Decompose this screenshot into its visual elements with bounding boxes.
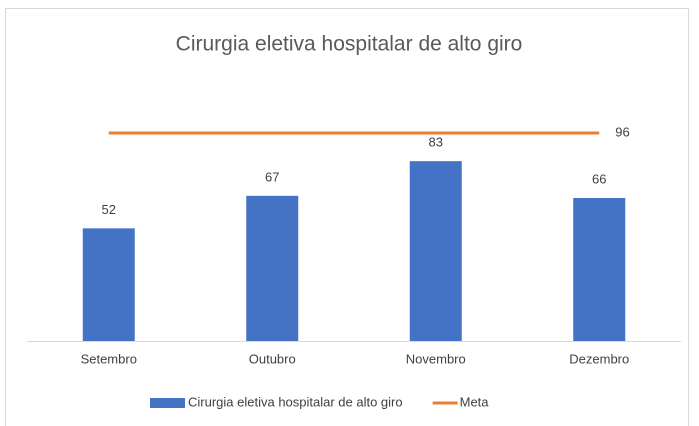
- x-tick-label: Dezembro: [569, 351, 629, 366]
- data-label: 96: [615, 124, 629, 139]
- x-tick-label: Setembro: [81, 351, 137, 366]
- bar: [409, 161, 462, 341]
- x-tick-label: Novembro: [406, 351, 466, 366]
- legend-label: Meta: [460, 394, 490, 409]
- bar: [246, 195, 299, 341]
- data-label: 66: [592, 171, 606, 186]
- data-label: 52: [102, 202, 116, 217]
- data-label: 67: [265, 169, 279, 184]
- chart-title: Cirurgia eletiva hospitalar de alto giro: [176, 33, 523, 56]
- bar: [573, 198, 626, 341]
- bar: [82, 228, 135, 341]
- x-tick-label: Outubro: [249, 351, 296, 366]
- legend-label: Cirurgia eletiva hospitalar de alto giro: [188, 394, 403, 409]
- legend-swatch: [150, 398, 185, 408]
- data-label: 83: [429, 135, 443, 150]
